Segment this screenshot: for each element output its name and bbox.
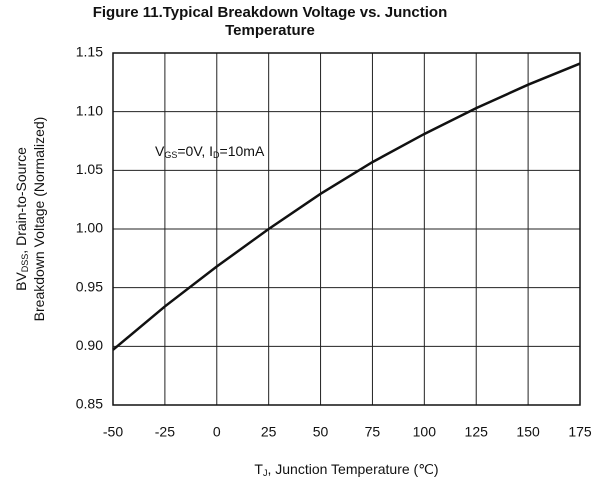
chart-title: Figure 11.Typical Breakdown Voltage vs. … (92, 4, 448, 39)
x-axis-label-part: T (254, 461, 263, 477)
y-axis-label-part: BV (13, 272, 29, 291)
annotation-part: D (213, 150, 220, 160)
annotation-part: =0V, I (177, 143, 213, 159)
x-axis-label-part: J (263, 468, 268, 478)
y-tick-label: 1.15 (76, 44, 103, 60)
y-axis-label-part: , Drain-to-Source (13, 147, 29, 254)
x-tick-label: 0 (213, 424, 221, 440)
x-axis-label: TJ, Junction Temperature (℃) (254, 461, 438, 479)
annotation-part: =10mA (220, 143, 265, 159)
x-tick-label: 150 (516, 424, 540, 440)
x-tick-label: -25 (155, 424, 175, 440)
x-axis-label-part: , Junction Temperature (℃) (267, 461, 438, 477)
y-axis-label: BVDSS, Drain-to-Source (13, 147, 31, 291)
x-tick-label: 50 (313, 424, 329, 440)
y-tick-label: 1.10 (76, 102, 103, 118)
y-tick-label: 1.05 (76, 161, 103, 177)
annotation-part: V (155, 143, 165, 159)
annotation-part: GS (164, 150, 177, 160)
x-tick-label: -50 (103, 424, 123, 440)
y-axis-label-part: DSS (20, 254, 30, 273)
y-tick-label: 1.00 (76, 220, 103, 236)
x-tick-label: 75 (365, 424, 381, 440)
x-tick-label: 25 (261, 424, 277, 440)
y-axis-label-part: Breakdown Voltage (Normalized) (31, 117, 47, 322)
y-tick-label: 0.95 (76, 278, 103, 294)
y-tick-label: 0.90 (76, 337, 103, 353)
annotation: VGS=0V, ID=10mA (155, 143, 265, 161)
x-tick-label: 100 (413, 424, 437, 440)
x-tick-label: 125 (465, 424, 489, 440)
x-tick-label: 175 (568, 424, 592, 440)
y-tick-label: 0.85 (76, 396, 103, 412)
line-series (112, 62, 581, 351)
plot-border (112, 52, 581, 406)
y-axis-label: Breakdown Voltage (Normalized) (31, 117, 47, 322)
